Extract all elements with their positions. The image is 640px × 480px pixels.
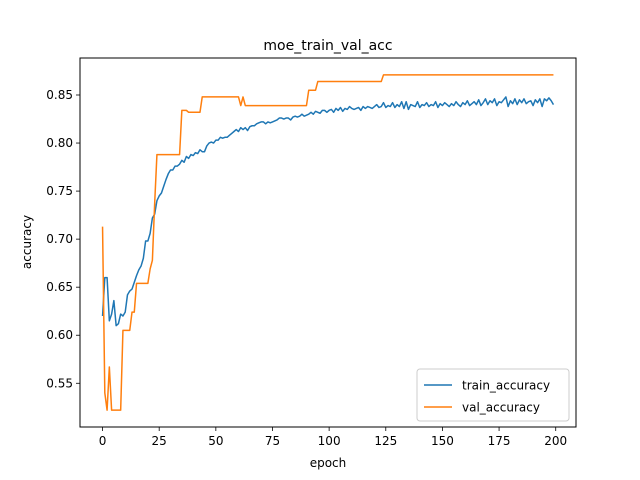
- series-line-val-accuracy: [101, 74, 554, 411]
- y-tick-label-0-60: 0.60: [46, 328, 73, 342]
- x-axis-ticks: 0 25 50 75 100 125 150 175 200: [99, 427, 567, 448]
- y-axis-label: accuracy: [20, 215, 34, 269]
- y-tick-label-0-75: 0.75: [46, 184, 73, 198]
- x-tick-label-100: 100: [318, 434, 341, 448]
- y-tick-label-0-55: 0.55: [46, 376, 73, 390]
- series-line-train-accuracy: [101, 96, 555, 327]
- x-tick-label-25: 25: [152, 434, 167, 448]
- y-tick-label-0-80: 0.80: [46, 136, 73, 150]
- y-tick-label-0-65: 0.65: [46, 280, 73, 294]
- x-axis-label: epoch: [310, 456, 347, 470]
- y-axis-ticks: 0.55 0.60 0.65 0.70 0.75 0.80 0.85: [46, 88, 80, 390]
- legend-label-train-accuracy: train_accuracy: [462, 379, 550, 393]
- plot-frame: [79, 57, 577, 428]
- chart-title: moe_train_val_acc: [263, 38, 392, 54]
- plot-lines: [101, 74, 555, 411]
- legend-label-val-accuracy: val_accuracy: [462, 401, 540, 415]
- x-tick-label-125: 125: [374, 434, 397, 448]
- x-tick-label-50: 50: [208, 434, 223, 448]
- x-tick-label-175: 175: [488, 434, 511, 448]
- x-tick-label-75: 75: [265, 434, 280, 448]
- y-tick-label-0-70: 0.70: [46, 232, 73, 246]
- legend-box: [416, 368, 570, 422]
- legend: train_accuracy val_accuracy: [416, 368, 570, 422]
- y-tick-label-0-85: 0.85: [46, 88, 73, 102]
- x-tick-label-150: 150: [431, 434, 454, 448]
- x-tick-label-0: 0: [99, 434, 107, 448]
- x-tick-label-200: 200: [544, 434, 567, 448]
